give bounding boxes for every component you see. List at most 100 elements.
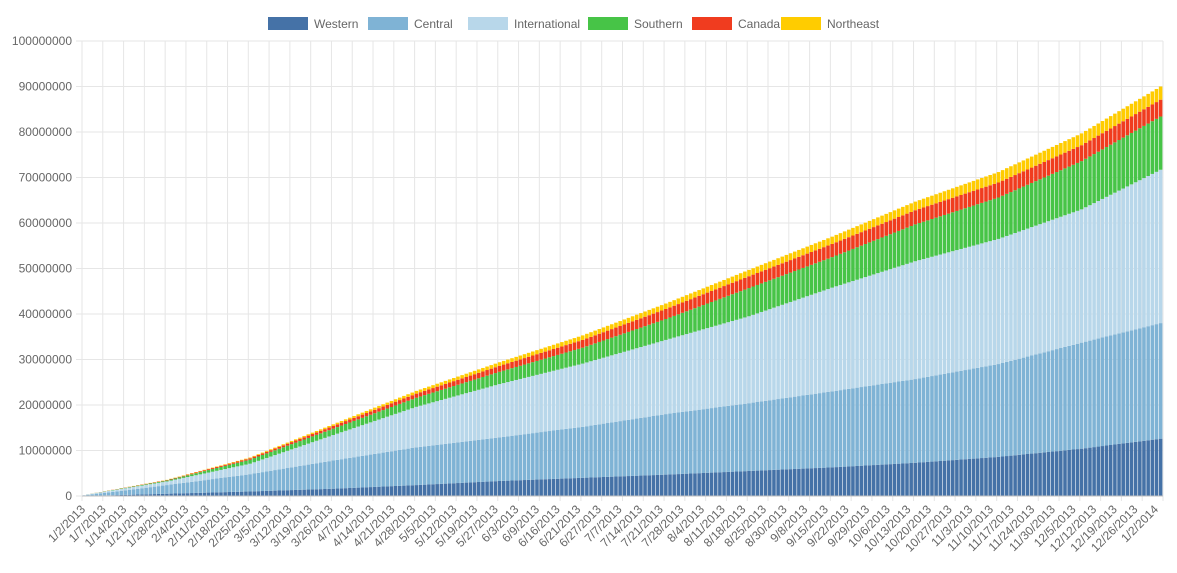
bar-segment-canada <box>1117 123 1121 140</box>
bar-segment-southern <box>1046 175 1051 222</box>
bar-segment-northeast <box>289 440 294 443</box>
bar-segment-western <box>551 478 556 496</box>
bar-segment-central <box>863 386 868 466</box>
bar-segment-western <box>722 472 726 496</box>
bar-segment-western <box>256 491 261 496</box>
bar-segment-central <box>1025 356 1030 455</box>
bar-segment-central <box>481 439 485 482</box>
bar-segment-canada <box>223 464 227 466</box>
bar-segment-northeast <box>572 338 577 343</box>
bar-segment-canada <box>630 321 635 331</box>
bar-segment-central <box>235 475 240 492</box>
bar-segment-central <box>194 481 198 493</box>
bar-segment-southern <box>713 300 718 326</box>
bar-segment-western <box>971 458 976 496</box>
bar-segment-international <box>963 247 967 371</box>
bar-segment-central <box>996 364 1001 457</box>
bar-segment-canada <box>485 370 489 376</box>
bar-segment-northeast <box>264 450 269 452</box>
bar-segment-western <box>768 470 772 496</box>
bar-segment-canada <box>1005 178 1009 194</box>
bar-segment-international <box>285 450 290 469</box>
bar-segment-international <box>90 493 94 495</box>
bar-segment-canada <box>1025 169 1030 185</box>
legend-item-southern[interactable]: Southern <box>588 17 683 31</box>
legend-item-international[interactable]: International <box>468 17 580 31</box>
bar-segment-central <box>668 413 672 475</box>
bar-segment-northeast <box>385 402 390 405</box>
bar-segment-northeast <box>531 351 535 356</box>
bar-segment-central <box>713 407 718 473</box>
bar-segment-central <box>659 414 664 475</box>
bar-segment-southern <box>859 245 864 279</box>
legend-item-canada[interactable]: Canada <box>692 17 780 31</box>
legend-item-central[interactable]: Central <box>368 17 453 31</box>
bar-segment-canada <box>302 437 306 440</box>
bar-segment-central <box>709 408 714 473</box>
bar-segment-central <box>422 446 427 485</box>
bar-segment-northeast <box>917 200 922 209</box>
bar-segment-central <box>547 431 552 480</box>
bar-segment-international <box>510 381 514 436</box>
bar-segment-southern <box>1079 161 1084 210</box>
bar-segment-central <box>1013 359 1017 456</box>
bar-segment-western <box>709 472 714 496</box>
bar-segment-central <box>1104 336 1109 446</box>
bar-segment-western <box>260 491 265 496</box>
bar-segment-southern <box>830 257 834 288</box>
bar-segment-northeast <box>847 229 851 238</box>
bar-segment-central <box>364 455 369 488</box>
bar-segment-northeast <box>443 380 448 384</box>
bar-segment-central <box>647 416 652 476</box>
bar-segment-northeast <box>585 333 589 339</box>
bar-segment-international <box>539 373 543 433</box>
bar-segment-canada <box>177 476 182 478</box>
bar-segment-international <box>431 402 435 446</box>
bar-segment-western <box>805 468 809 496</box>
bar-segment-central <box>855 387 859 466</box>
bar-segment-northeast <box>730 276 735 283</box>
bar-segment-northeast <box>1158 86 1163 100</box>
bar-segment-canada <box>206 469 211 471</box>
bar-segment-international <box>959 248 963 371</box>
legend-item-northeast[interactable]: Northeast <box>781 17 880 31</box>
bar-segment-northeast <box>406 394 410 397</box>
bar-segment-western <box>1150 439 1155 496</box>
bar-segment-international <box>1096 201 1101 339</box>
bar-segment-northeast <box>959 185 963 195</box>
bar-segment-western <box>560 478 564 496</box>
bar-segment-canada <box>697 295 701 307</box>
bar-segment-northeast <box>1084 130 1088 143</box>
bar-segment-western <box>668 474 672 496</box>
bar-segment-international <box>593 360 597 425</box>
bar-segment-western <box>917 462 922 496</box>
bar-segment-northeast <box>651 308 656 314</box>
bar-segment-central <box>447 443 452 484</box>
bar-segment-canada <box>285 443 290 446</box>
bar-segment-northeast <box>1059 143 1063 155</box>
bar-segment-canada <box>185 474 190 476</box>
legend-item-western[interactable]: Western <box>268 17 358 31</box>
bar-segment-international <box>751 314 755 403</box>
bar-segment-international <box>772 307 776 400</box>
bar-segment-northeast <box>614 322 618 328</box>
bar-segment-western <box>389 486 394 496</box>
bar-segment-canada <box>1075 147 1080 163</box>
bar-segment-northeast <box>352 415 356 418</box>
bar-segment-international <box>447 397 452 444</box>
bar-segment-international <box>576 364 581 428</box>
bar-segment-southern <box>871 240 876 275</box>
bar-segment-western <box>684 473 689 496</box>
bar-segment-international <box>676 336 681 413</box>
bar-segment-international <box>418 405 423 447</box>
bar-segment-central <box>298 465 302 490</box>
bar-segment-central <box>884 383 888 465</box>
bar-segment-northeast <box>601 327 606 333</box>
bar-segment-southern <box>855 247 859 280</box>
bar-segment-international <box>809 294 814 395</box>
bar-segment-central <box>585 426 589 478</box>
bar-segment-canada <box>684 300 689 312</box>
bar-segment-northeast <box>244 458 248 460</box>
bar-segment-canada <box>847 237 851 251</box>
bar-segment-western <box>876 464 880 496</box>
